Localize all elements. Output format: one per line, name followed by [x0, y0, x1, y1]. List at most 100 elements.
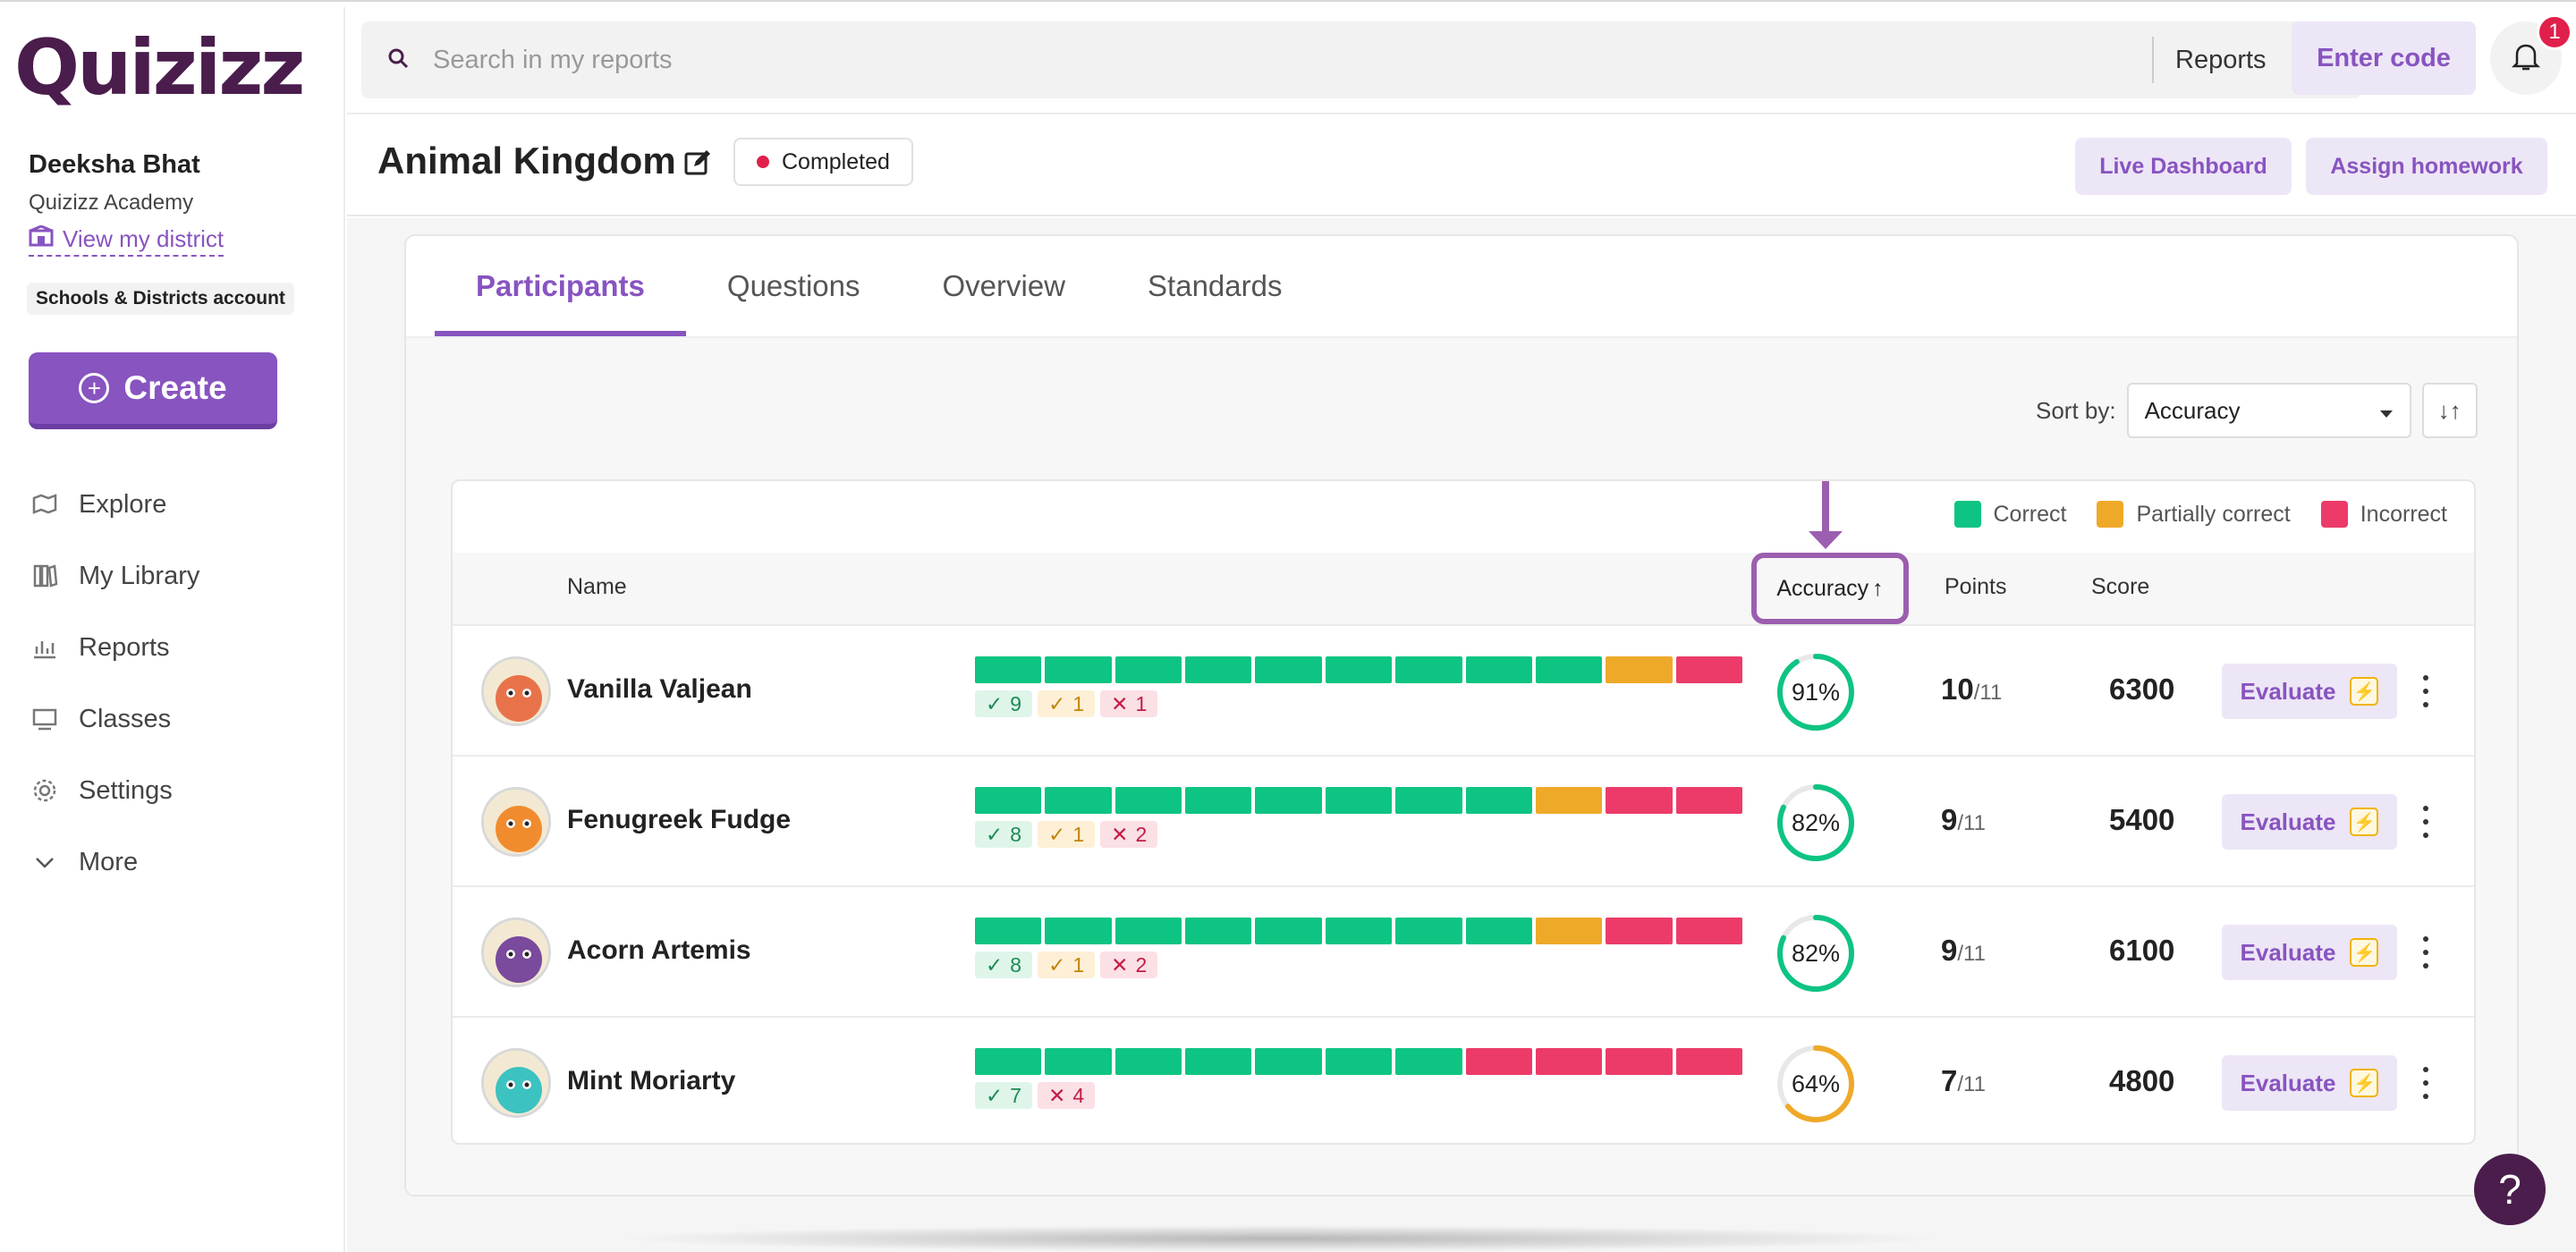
- explore-icon: [29, 488, 61, 520]
- bar-segment-incorrect[interactable]: [1675, 918, 1742, 944]
- evaluate-button[interactable]: Evaluate ⚡: [2222, 925, 2397, 980]
- sort-direction-button[interactable]: ↓↑: [2421, 383, 2478, 438]
- evaluate-button[interactable]: Evaluate ⚡: [2222, 664, 2397, 719]
- sort-dropdown[interactable]: Accuracy: [2126, 383, 2411, 438]
- more-options-icon[interactable]: [2417, 932, 2435, 973]
- evaluate-button[interactable]: Evaluate ⚡: [2222, 794, 2397, 850]
- create-button[interactable]: + Create: [29, 352, 277, 429]
- bar-segment-incorrect[interactable]: [1675, 656, 1742, 683]
- bar-segment-correct[interactable]: [1465, 918, 1532, 944]
- bottom-shadow: [608, 1225, 1950, 1252]
- bar-segment-correct[interactable]: [1185, 918, 1252, 944]
- bar-segment-correct[interactable]: [1395, 1048, 1462, 1075]
- bar-segment-correct[interactable]: [1045, 918, 1112, 944]
- bar-segment-correct[interactable]: [1465, 787, 1532, 814]
- tab-overview[interactable]: Overview: [942, 269, 1066, 302]
- table-row[interactable]: Mint Moriarty ✓ 7 ✕ 4 64% 7/11 4800 Evaluate ⚡: [453, 1016, 2474, 1143]
- bar-segment-correct[interactable]: [1465, 656, 1532, 683]
- bar-segment-incorrect[interactable]: [1606, 787, 1673, 814]
- bar-segment-correct[interactable]: [1045, 656, 1112, 683]
- tab-questions[interactable]: Questions: [726, 269, 860, 302]
- participant-name[interactable]: Mint Moriarty: [567, 1066, 736, 1096]
- bar-segment-partial[interactable]: [1535, 918, 1603, 944]
- header-points[interactable]: Points: [1945, 574, 2007, 599]
- sidebar-item-settings[interactable]: Settings: [29, 755, 199, 826]
- bar-segment-correct[interactable]: [1255, 918, 1322, 944]
- bar-segment-correct[interactable]: [1255, 656, 1322, 683]
- sidebar-item-explore[interactable]: Explore: [29, 469, 199, 540]
- bar-segment-correct[interactable]: [1535, 656, 1603, 683]
- bar-segment-correct[interactable]: [1185, 656, 1252, 683]
- live-dashboard-button[interactable]: Live Dashboard: [2075, 138, 2292, 195]
- quizizz-logo[interactable]: Quizizz: [14, 23, 305, 113]
- bar-segment-partial[interactable]: [1606, 656, 1673, 683]
- bar-segment-correct[interactable]: [1325, 656, 1393, 683]
- participant-name[interactable]: Acorn Artemis: [567, 935, 751, 965]
- bar-segment-correct[interactable]: [1114, 918, 1182, 944]
- tab-participants[interactable]: Participants: [435, 236, 686, 336]
- partial-count-chip: ✓ 1: [1038, 821, 1096, 848]
- bar-segment-correct[interactable]: [1255, 787, 1322, 814]
- points-total: /11: [1957, 811, 1986, 835]
- bar-segment-correct[interactable]: [1325, 918, 1393, 944]
- bar-segment-incorrect[interactable]: [1606, 918, 1673, 944]
- edit-icon[interactable]: [683, 148, 712, 182]
- bar-segment-correct[interactable]: [1114, 656, 1182, 683]
- bar-segment-correct[interactable]: [1255, 1048, 1322, 1075]
- bar-segment-incorrect[interactable]: [1465, 1048, 1532, 1075]
- participant-name[interactable]: Vanilla Valjean: [567, 674, 752, 704]
- bar-segment-incorrect[interactable]: [1675, 787, 1742, 814]
- tabs-divider: [406, 336, 2517, 338]
- table-row[interactable]: Acorn Artemis ✓ 8 ✓ 1 ✕ 2 82% 9/11 6100 Evaluate ⚡: [453, 885, 2474, 1016]
- bar-segment-correct[interactable]: [1395, 656, 1462, 683]
- count-value: 2: [1135, 822, 1148, 846]
- bar-segment-correct[interactable]: [1045, 787, 1112, 814]
- table-row[interactable]: Fenugreek Fudge ✓ 8 ✓ 1 ✕ 2 82% 9/11 5400 Evaluate…: [453, 755, 2474, 885]
- bar-segment-correct[interactable]: [975, 656, 1042, 683]
- table-row[interactable]: Vanilla Valjean ✓ 9 ✓ 1 ✕ 1 91% 10/11 6300 Evaluat…: [453, 624, 2474, 755]
- bar-segment-correct[interactable]: [1185, 1048, 1252, 1075]
- notifications-button[interactable]: 1: [2490, 14, 2572, 95]
- bar-segment-correct[interactable]: [1395, 787, 1462, 814]
- accuracy-ring: [1777, 915, 1854, 992]
- assign-homework-button[interactable]: Assign homework: [2306, 138, 2547, 195]
- header-accuracy-highlighted[interactable]: Accuracy ↑: [1751, 553, 1909, 624]
- tab-standards[interactable]: Standards: [1148, 269, 1283, 302]
- enter-code-button[interactable]: Enter code: [2292, 21, 2476, 95]
- bar-segment-partial[interactable]: [1535, 787, 1603, 814]
- legend-label: Partially correct: [2136, 501, 2291, 527]
- more-options-icon[interactable]: [2417, 801, 2435, 842]
- search-input[interactable]: Search in my reports: [433, 45, 673, 74]
- bar-segment-correct[interactable]: [1185, 787, 1252, 814]
- bar-segment-incorrect[interactable]: [1535, 1048, 1603, 1075]
- bar-segment-correct[interactable]: [975, 1048, 1042, 1075]
- bar-segment-correct[interactable]: [1325, 787, 1393, 814]
- bar-segment-incorrect[interactable]: [1606, 1048, 1673, 1075]
- bar-segment-correct[interactable]: [1114, 787, 1182, 814]
- score-value: 6100: [2109, 934, 2175, 967]
- sidebar-item-more[interactable]: More: [29, 826, 199, 898]
- sidebar-item-my-library[interactable]: My Library: [29, 540, 199, 612]
- bar-segment-correct[interactable]: [1395, 918, 1462, 944]
- bar-segment-correct[interactable]: [975, 787, 1042, 814]
- header-score[interactable]: Score: [2091, 574, 2150, 599]
- sidebar-item-classes[interactable]: Classes: [29, 683, 199, 755]
- more-options-icon[interactable]: [2417, 1062, 2435, 1104]
- bar-segment-incorrect[interactable]: [1675, 1048, 1742, 1075]
- bar-segment-correct[interactable]: [1045, 1048, 1112, 1075]
- status-label: Completed: [782, 148, 890, 174]
- bar-segment-correct[interactable]: [975, 918, 1042, 944]
- bar-segment-correct[interactable]: [1114, 1048, 1182, 1075]
- participant-name[interactable]: Fenugreek Fudge: [567, 805, 792, 834]
- more-options-icon[interactable]: [2417, 671, 2435, 712]
- points-total: /11: [1973, 681, 2003, 705]
- accuracy-value: 82%: [1791, 808, 1841, 836]
- view-district-link[interactable]: View my district: [29, 224, 225, 257]
- header-name[interactable]: Name: [567, 574, 627, 599]
- sidebar-item-reports[interactable]: Reports: [29, 612, 199, 683]
- help-button[interactable]: ?: [2474, 1154, 2546, 1225]
- search-bar[interactable]: Search in my reports Reports: [361, 21, 2361, 98]
- check-icon: ✓: [986, 1083, 1004, 1107]
- bar-segment-correct[interactable]: [1325, 1048, 1393, 1075]
- evaluate-button[interactable]: Evaluate ⚡: [2222, 1055, 2397, 1111]
